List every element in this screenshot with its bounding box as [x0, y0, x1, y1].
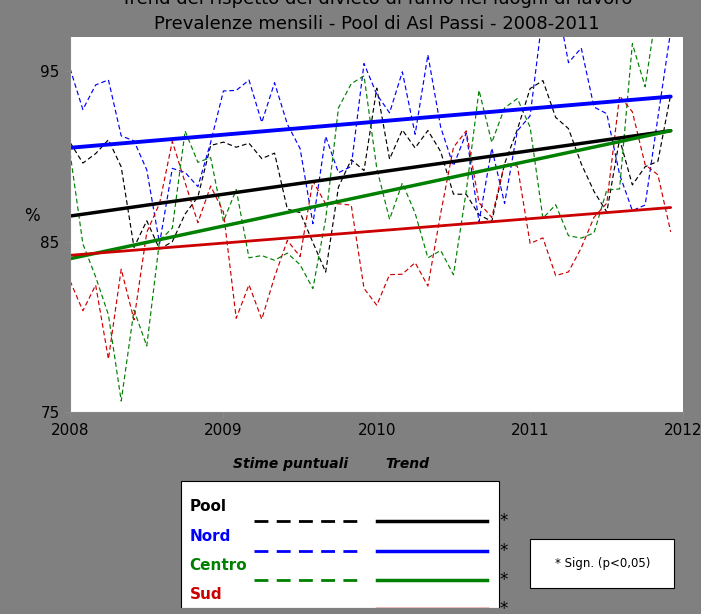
Text: * Sign. (p<0,05): * Sign. (p<0,05) — [554, 558, 650, 570]
Text: *: * — [499, 600, 508, 614]
Text: Pool: Pool — [190, 499, 226, 514]
Y-axis label: %: % — [24, 206, 40, 225]
Bar — [181, 481, 499, 608]
Bar — [530, 539, 674, 588]
Text: *: * — [499, 542, 508, 560]
Text: Nord: Nord — [190, 529, 231, 543]
Text: Trend: Trend — [386, 457, 430, 471]
Text: *: * — [499, 512, 508, 530]
Text: Sud: Sud — [190, 588, 222, 602]
Text: Stime puntuali: Stime puntuali — [233, 457, 348, 471]
Text: Centro: Centro — [190, 558, 247, 573]
Title: Trend del rispetto del divieto di fumo nei luoghi di lavoro
Prevalenze mensili -: Trend del rispetto del divieto di fumo n… — [121, 0, 632, 33]
Text: *: * — [499, 571, 508, 589]
